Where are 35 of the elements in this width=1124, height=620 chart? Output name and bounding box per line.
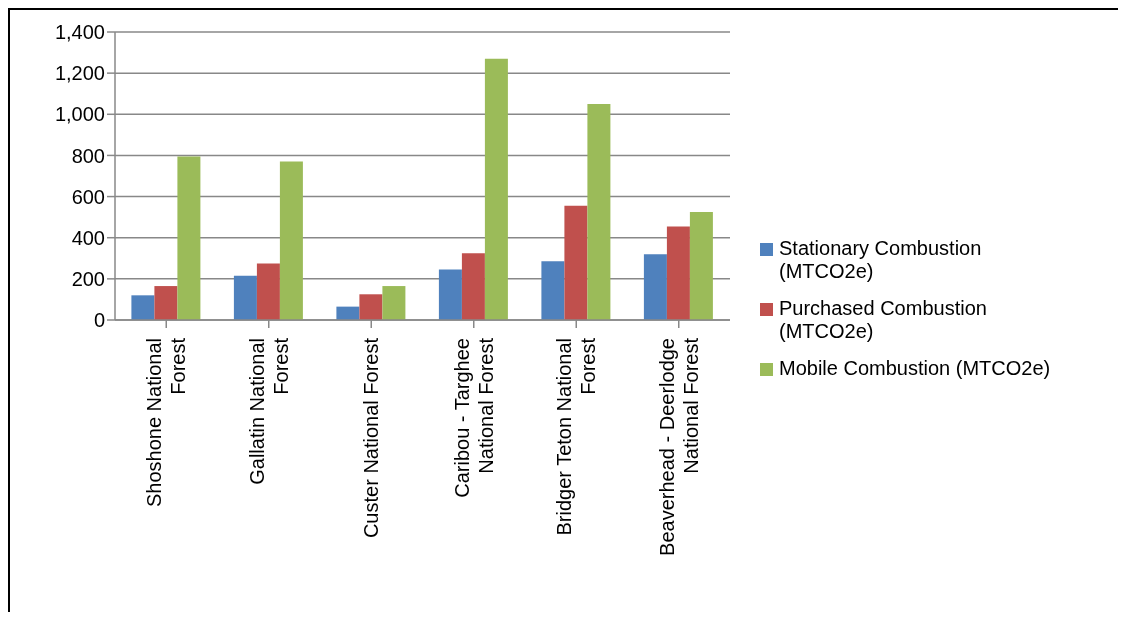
legend-label: Mobile Combustion (MTCO2e) [779, 356, 1051, 380]
x-tick-label: Caribou - Targhee National Forest [450, 337, 497, 498]
bar [689, 212, 713, 320]
bar [666, 226, 690, 320]
bar [461, 253, 485, 320]
legend-label: Stationary Combustion (MTCO2e) [779, 236, 983, 283]
x-tick-label: Gallatin National Forest [245, 337, 292, 485]
bar [336, 306, 360, 320]
x-tick-label: Beaverhead - Deerlodge National Forest [655, 337, 702, 556]
bar [256, 263, 280, 320]
bar [643, 254, 667, 320]
bar [484, 58, 508, 320]
bar [564, 205, 588, 320]
x-tick-label: Bridger Teton National Forest [553, 337, 600, 536]
y-tick-label: 200 [71, 267, 105, 290]
y-tick-label: 1,400 [54, 21, 105, 44]
x-tick-label: Custer National Forest [360, 337, 383, 539]
y-tick-label: 800 [71, 144, 105, 167]
y-tick-label: 1,200 [54, 62, 105, 85]
bar [279, 161, 303, 320]
bar [359, 294, 383, 320]
y-tick-label: 0 [93, 309, 105, 332]
legend-label: Purchased Combustion (MTCO2e) [779, 296, 988, 343]
y-tick-label: 600 [71, 185, 105, 208]
bar [233, 275, 257, 320]
bar [438, 269, 462, 320]
bar [154, 286, 178, 320]
y-tick-label: 400 [71, 226, 105, 249]
x-tick-label: Shoshone National Forest [143, 337, 190, 508]
bar [541, 261, 565, 320]
y-tick-label: 1,000 [54, 103, 105, 126]
bar [382, 286, 406, 320]
bar [587, 104, 611, 320]
bar [177, 156, 201, 320]
bar [131, 295, 155, 320]
